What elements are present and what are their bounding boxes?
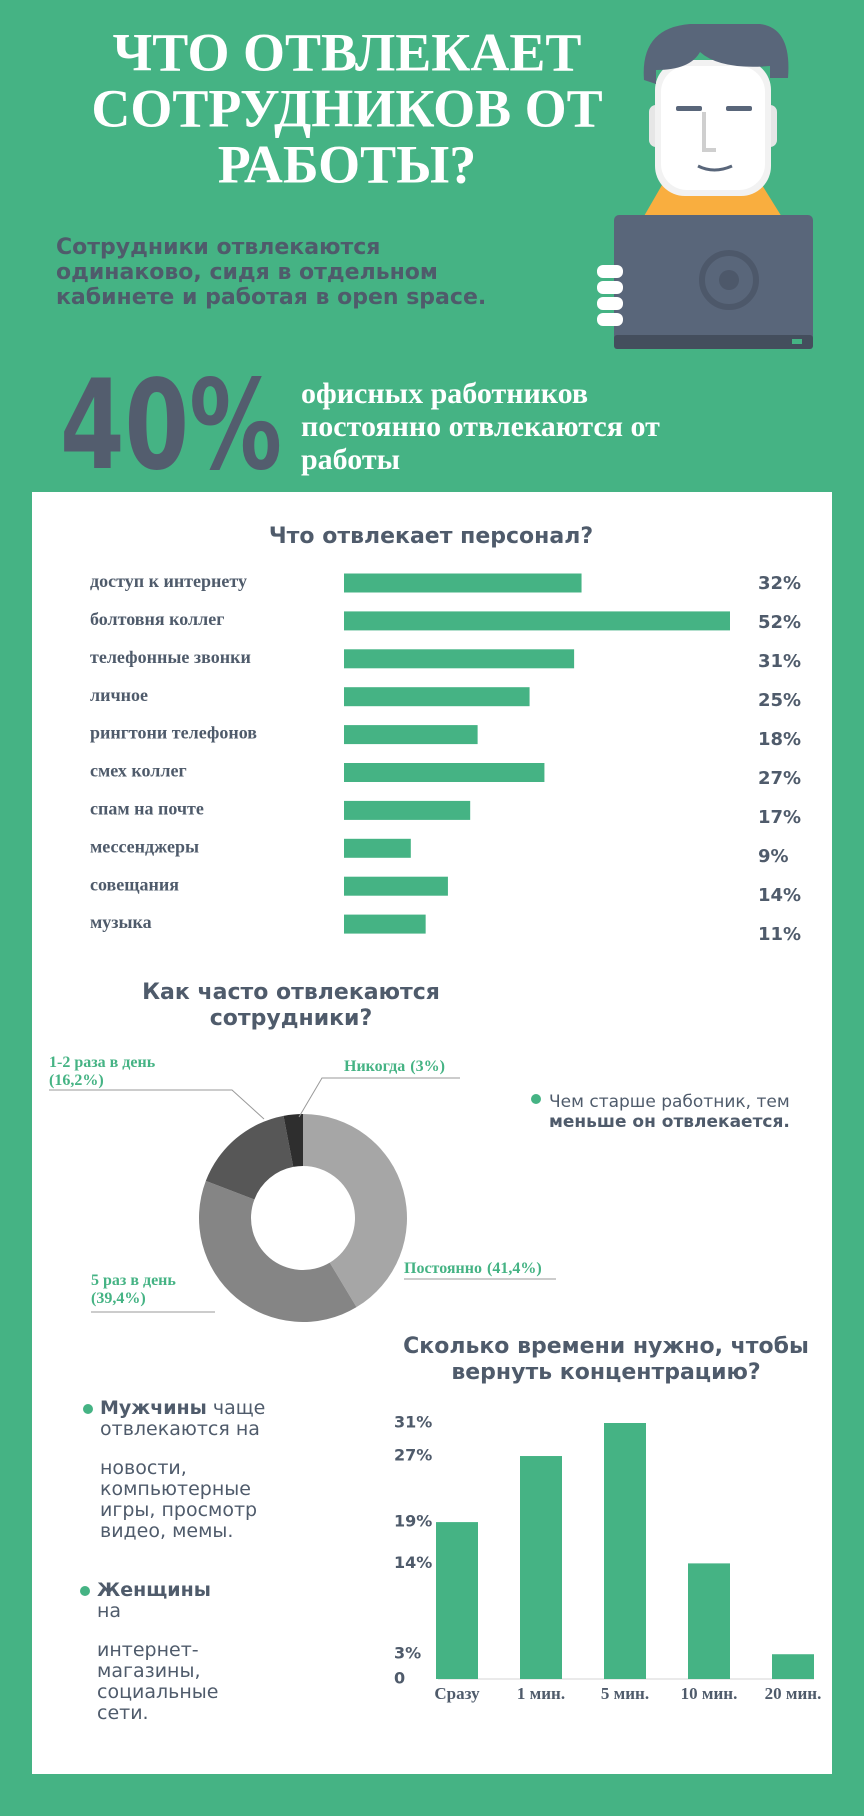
y-tick-label: 3%	[394, 1644, 421, 1663]
note: Мужчины чаще отвлекаются на новости, комп…	[83, 1398, 270, 1542]
title: ЧТО ОТВЛЕКАЕТ	[113, 22, 582, 82]
value-label: 52%	[758, 612, 801, 633]
slice-category: Никогда	[344, 1058, 405, 1075]
chart-title: сотрудники?	[210, 1006, 373, 1031]
slice-value: (3%)	[410, 1058, 445, 1075]
category-label: мессенджеры	[90, 836, 199, 856]
value-label: 14%	[758, 885, 801, 906]
note-detail: интернет-магазины, социальные сети.	[97, 1639, 219, 1724]
value-label: 27%	[758, 768, 801, 789]
slice-label: Никогда (3%)	[344, 1058, 445, 1075]
bar	[688, 1563, 730, 1679]
y-tick-label: 27%	[394, 1446, 432, 1465]
category-label: совещания	[90, 874, 179, 894]
y-tick-label: 0	[394, 1669, 405, 1688]
x-tick-label: 1 мин.	[517, 1684, 565, 1703]
stat-text: постоянно отвлекаются от	[301, 410, 660, 443]
bar	[436, 1522, 478, 1679]
chart-title: Как часто отвлекаются	[142, 980, 440, 1005]
value-label: 31%	[758, 651, 801, 672]
bar	[772, 1654, 814, 1679]
title: РАБОТЫ?	[218, 134, 476, 194]
y-tick-label: 14%	[394, 1553, 432, 1572]
donut-note: Чем старше работник, тем	[549, 1092, 790, 1112]
bar	[344, 725, 478, 745]
value-label: 18%	[758, 729, 801, 750]
donut-slice	[303, 1114, 407, 1308]
leader-line	[298, 1077, 460, 1118]
donut-note: меньше он отвлекается.	[549, 1112, 790, 1132]
category-label: рингтони телефонов	[90, 723, 257, 743]
donut-slice	[199, 1180, 357, 1322]
note: Женщины на интернет-магазины, социальные …	[80, 1580, 225, 1724]
x-tick-label: 10 мин.	[681, 1684, 738, 1703]
x-tick-label: 5 мин.	[601, 1684, 649, 1703]
illustration	[597, 24, 813, 349]
note-detail: новости, компьютерные игры, просмотр вид…	[100, 1457, 258, 1542]
category-label: болтовня коллег	[90, 609, 224, 629]
note-text: на	[97, 1600, 122, 1622]
note-text: чаще отвлекаются на	[100, 1397, 266, 1440]
stat-text: работы	[301, 443, 400, 476]
bar	[344, 800, 471, 820]
value-label: 11%	[758, 924, 801, 945]
category-label: телефонные звонки	[90, 647, 251, 667]
stat-value: 40%	[60, 354, 282, 498]
note-head: Женщины на	[97, 1580, 225, 1622]
slice-category: 5 раз в день	[91, 1272, 176, 1289]
subtitle: Сотрудники отвлекаются	[56, 235, 380, 260]
x-tick-label: Сразу	[434, 1684, 480, 1703]
bar	[520, 1456, 562, 1679]
slice-category: 1-2 раза в день	[49, 1054, 156, 1071]
value-label: 25%	[758, 690, 801, 711]
category-label: спам на почте	[90, 799, 204, 819]
bar	[604, 1423, 646, 1679]
chart-title: Что отвлекает персонал?	[269, 524, 593, 549]
value-label: 32%	[758, 573, 801, 594]
value-label: 9%	[758, 846, 789, 867]
slice-category: Постоянно	[404, 1260, 482, 1277]
category-label: личное	[90, 685, 148, 705]
donut-slice	[205, 1115, 294, 1200]
subtitle: одинаково, сидя в отдельном	[56, 260, 438, 285]
value-label: 17%	[758, 807, 801, 828]
category-label: музыка	[90, 912, 152, 932]
bar	[344, 611, 730, 631]
bar	[344, 914, 426, 934]
stat-text: офисных работников	[301, 377, 588, 410]
bar	[344, 573, 582, 593]
bullet	[531, 1094, 541, 1104]
slice-label: 5 раз в день (39,4%)	[91, 1272, 176, 1307]
bullet	[80, 1586, 90, 1596]
bar	[344, 763, 545, 782]
slice-value: (16,2%)	[49, 1072, 104, 1089]
note-bold: Женщины	[97, 1579, 211, 1601]
subtitle: кабинете и работая в open space.	[56, 285, 486, 310]
bar	[344, 876, 448, 896]
bar	[344, 649, 575, 669]
bullet	[83, 1404, 93, 1414]
slice-value: (41,4%)	[487, 1260, 542, 1277]
slice-label: 1-2 раза в день (16,2%)	[49, 1054, 156, 1089]
note-head: Мужчины чаще отвлекаются на	[100, 1398, 270, 1440]
y-tick-label: 31%	[394, 1413, 432, 1432]
y-tick-label: 19%	[394, 1512, 432, 1531]
slice-label: Постоянно (41,4%)	[404, 1260, 542, 1277]
category-label: доступ к интернету	[90, 571, 247, 591]
slice-value: (39,4%)	[91, 1290, 146, 1307]
category-label: смех коллег	[90, 761, 187, 781]
bar	[344, 838, 411, 858]
donut-slice	[283, 1114, 303, 1167]
x-tick-label: 20 мин.	[765, 1684, 822, 1703]
note-bold: Мужчины	[100, 1397, 207, 1419]
leader-line	[49, 1089, 265, 1120]
chart-title: Сколько времени нужно, чтобы	[403, 1334, 809, 1359]
title: СОТРУДНИКОВ ОТ	[91, 78, 602, 138]
chart-title: вернуть концентрацию?	[451, 1360, 760, 1385]
bar	[344, 687, 530, 707]
